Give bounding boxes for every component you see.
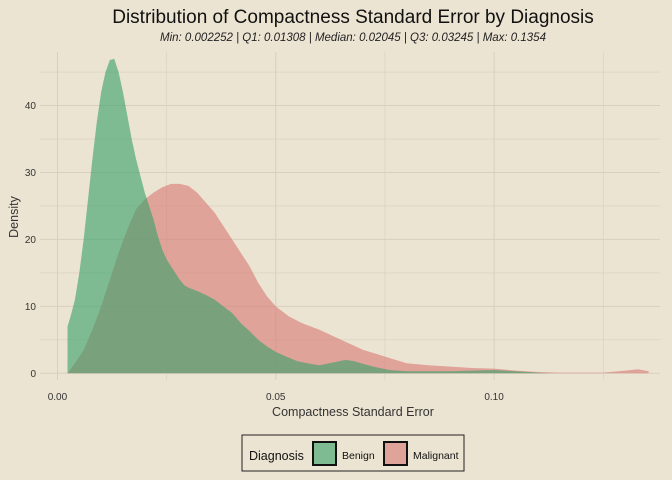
x-axis-title: Compactness Standard Error xyxy=(272,405,434,419)
y-tick-label: 40 xyxy=(25,101,37,112)
x-tick-labels: 0.00 0.05 0.10 xyxy=(48,392,505,403)
legend-key-malignant xyxy=(383,441,408,466)
y-tick-label: 30 xyxy=(25,168,37,179)
density-area-benign xyxy=(67,58,551,374)
x-tick-label: 0.05 xyxy=(266,392,286,403)
y-tick-label: 20 xyxy=(25,235,37,246)
legend-title: Diagnosis xyxy=(249,449,304,463)
legend: Diagnosis Benign Malignant xyxy=(241,434,465,472)
density-areas xyxy=(67,58,649,374)
legend-box xyxy=(241,434,465,472)
legend-label-benign: Benign xyxy=(342,450,375,462)
legend-label-malignant: Malignant xyxy=(413,450,459,462)
y-tick-label: 0 xyxy=(30,369,36,380)
x-tick-label: 0.00 xyxy=(48,392,68,403)
x-tick-label: 0.10 xyxy=(484,392,504,403)
chart-subtitle: Min: 0.002252 | Q1: 0.01308 | Median: 0.… xyxy=(160,32,546,44)
legend-key-benign xyxy=(312,441,337,466)
y-axis-title: Density xyxy=(7,195,21,237)
chart-title: Distribution of Compactness Standard Err… xyxy=(112,7,594,28)
y-tick-label: 10 xyxy=(25,302,37,313)
y-tick-labels: 0 10 20 30 40 xyxy=(25,101,37,380)
